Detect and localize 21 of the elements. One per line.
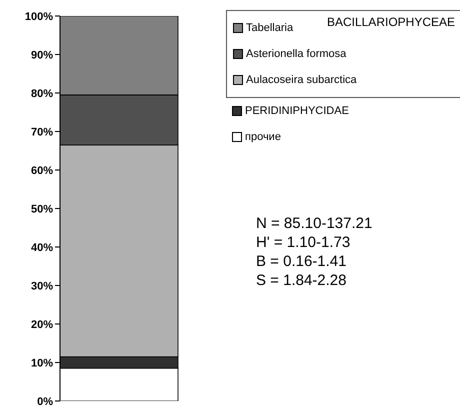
y-tick-label: 60% bbox=[30, 164, 54, 177]
y-tick-label: 80% bbox=[30, 88, 54, 100]
legend-label: Asterionella formosa bbox=[246, 48, 346, 60]
y-tick-label: 100% bbox=[24, 10, 54, 23]
legend-title: BACILLARIOPHYCEAE bbox=[326, 15, 455, 29]
y-tick-label: 50% bbox=[30, 203, 54, 216]
annotation: N = 85.10-137.21 bbox=[256, 214, 372, 233]
legend-label: Tabellaria bbox=[246, 22, 294, 34]
annotation: S = 1.84-2.28 bbox=[256, 271, 348, 290]
y-tick-label: 20% bbox=[30, 318, 54, 331]
y-tick-label: 90% bbox=[30, 49, 54, 62]
y-tick-label: 40% bbox=[30, 242, 54, 254]
y-tick-label: 0% bbox=[37, 396, 54, 408]
legend-label: Aulacoseira subarctica bbox=[246, 74, 357, 86]
y-tick-label: 70% bbox=[30, 126, 54, 138]
y-tick-label: 30% bbox=[30, 280, 54, 292]
legend-label: PERIDINIPHYCIDAE bbox=[245, 105, 349, 117]
annotation: H' = 1.10-1.73 bbox=[256, 233, 352, 252]
annotation: B = 0.16-1.41 bbox=[256, 252, 348, 271]
y-tick-label: 10% bbox=[30, 357, 54, 370]
legend-label: прочие bbox=[245, 131, 281, 143]
